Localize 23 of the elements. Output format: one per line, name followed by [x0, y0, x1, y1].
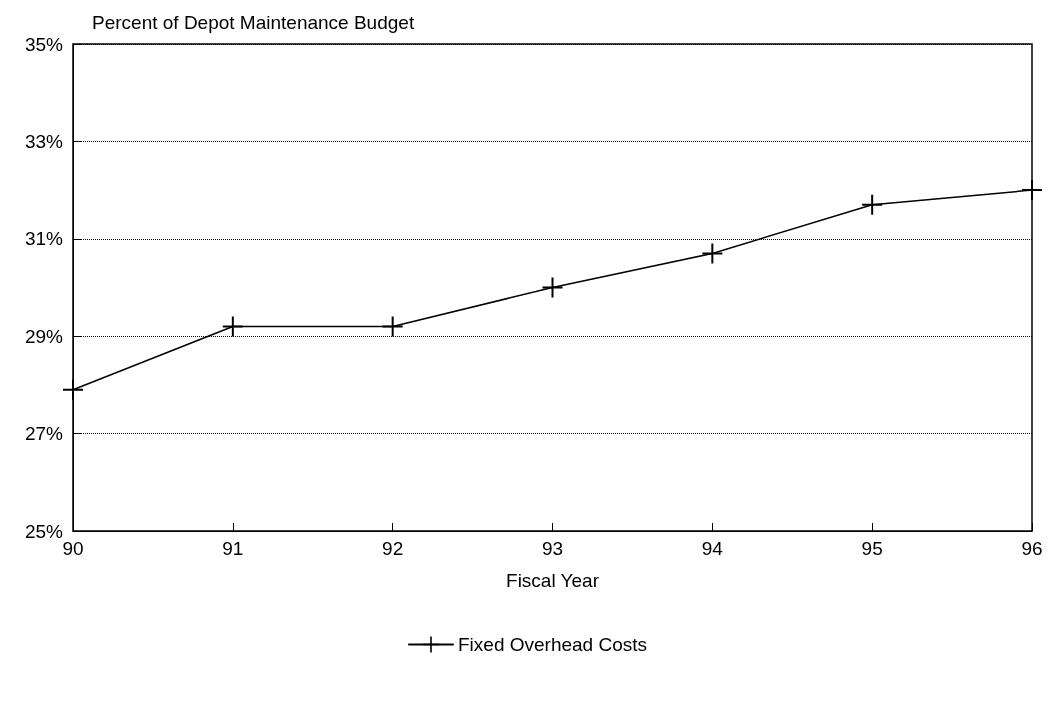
x-axis-title: Fiscal Year	[506, 570, 600, 591]
point	[382, 316, 403, 337]
point	[862, 194, 883, 215]
y-tick-label: 27%	[24, 423, 64, 445]
y-tick-label: 33%	[24, 130, 64, 152]
x-tick-label: 96	[1021, 538, 1043, 559]
x-tick-label: 95	[861, 538, 883, 559]
y-tick-label: 25%	[24, 520, 64, 542]
x-tick-label: 93	[541, 538, 564, 559]
point	[222, 316, 243, 337]
x-tick-label: 94	[701, 538, 724, 559]
point	[63, 379, 83, 400]
point	[1022, 180, 1042, 201]
x-tick-label: 92	[382, 538, 404, 559]
y-tick-label: 31%	[24, 228, 64, 250]
y-tick-label: 35%	[24, 33, 64, 55]
legend-label: Fixed Overhead Costs	[457, 634, 648, 655]
chart-title: Percent of Depot Maintenance Budget	[92, 12, 415, 33]
y-tick-label: 29%	[24, 325, 64, 347]
point	[702, 243, 723, 264]
point	[542, 277, 563, 298]
x-tick-label: 91	[222, 538, 244, 559]
x-tick-label: 90	[62, 538, 84, 559]
